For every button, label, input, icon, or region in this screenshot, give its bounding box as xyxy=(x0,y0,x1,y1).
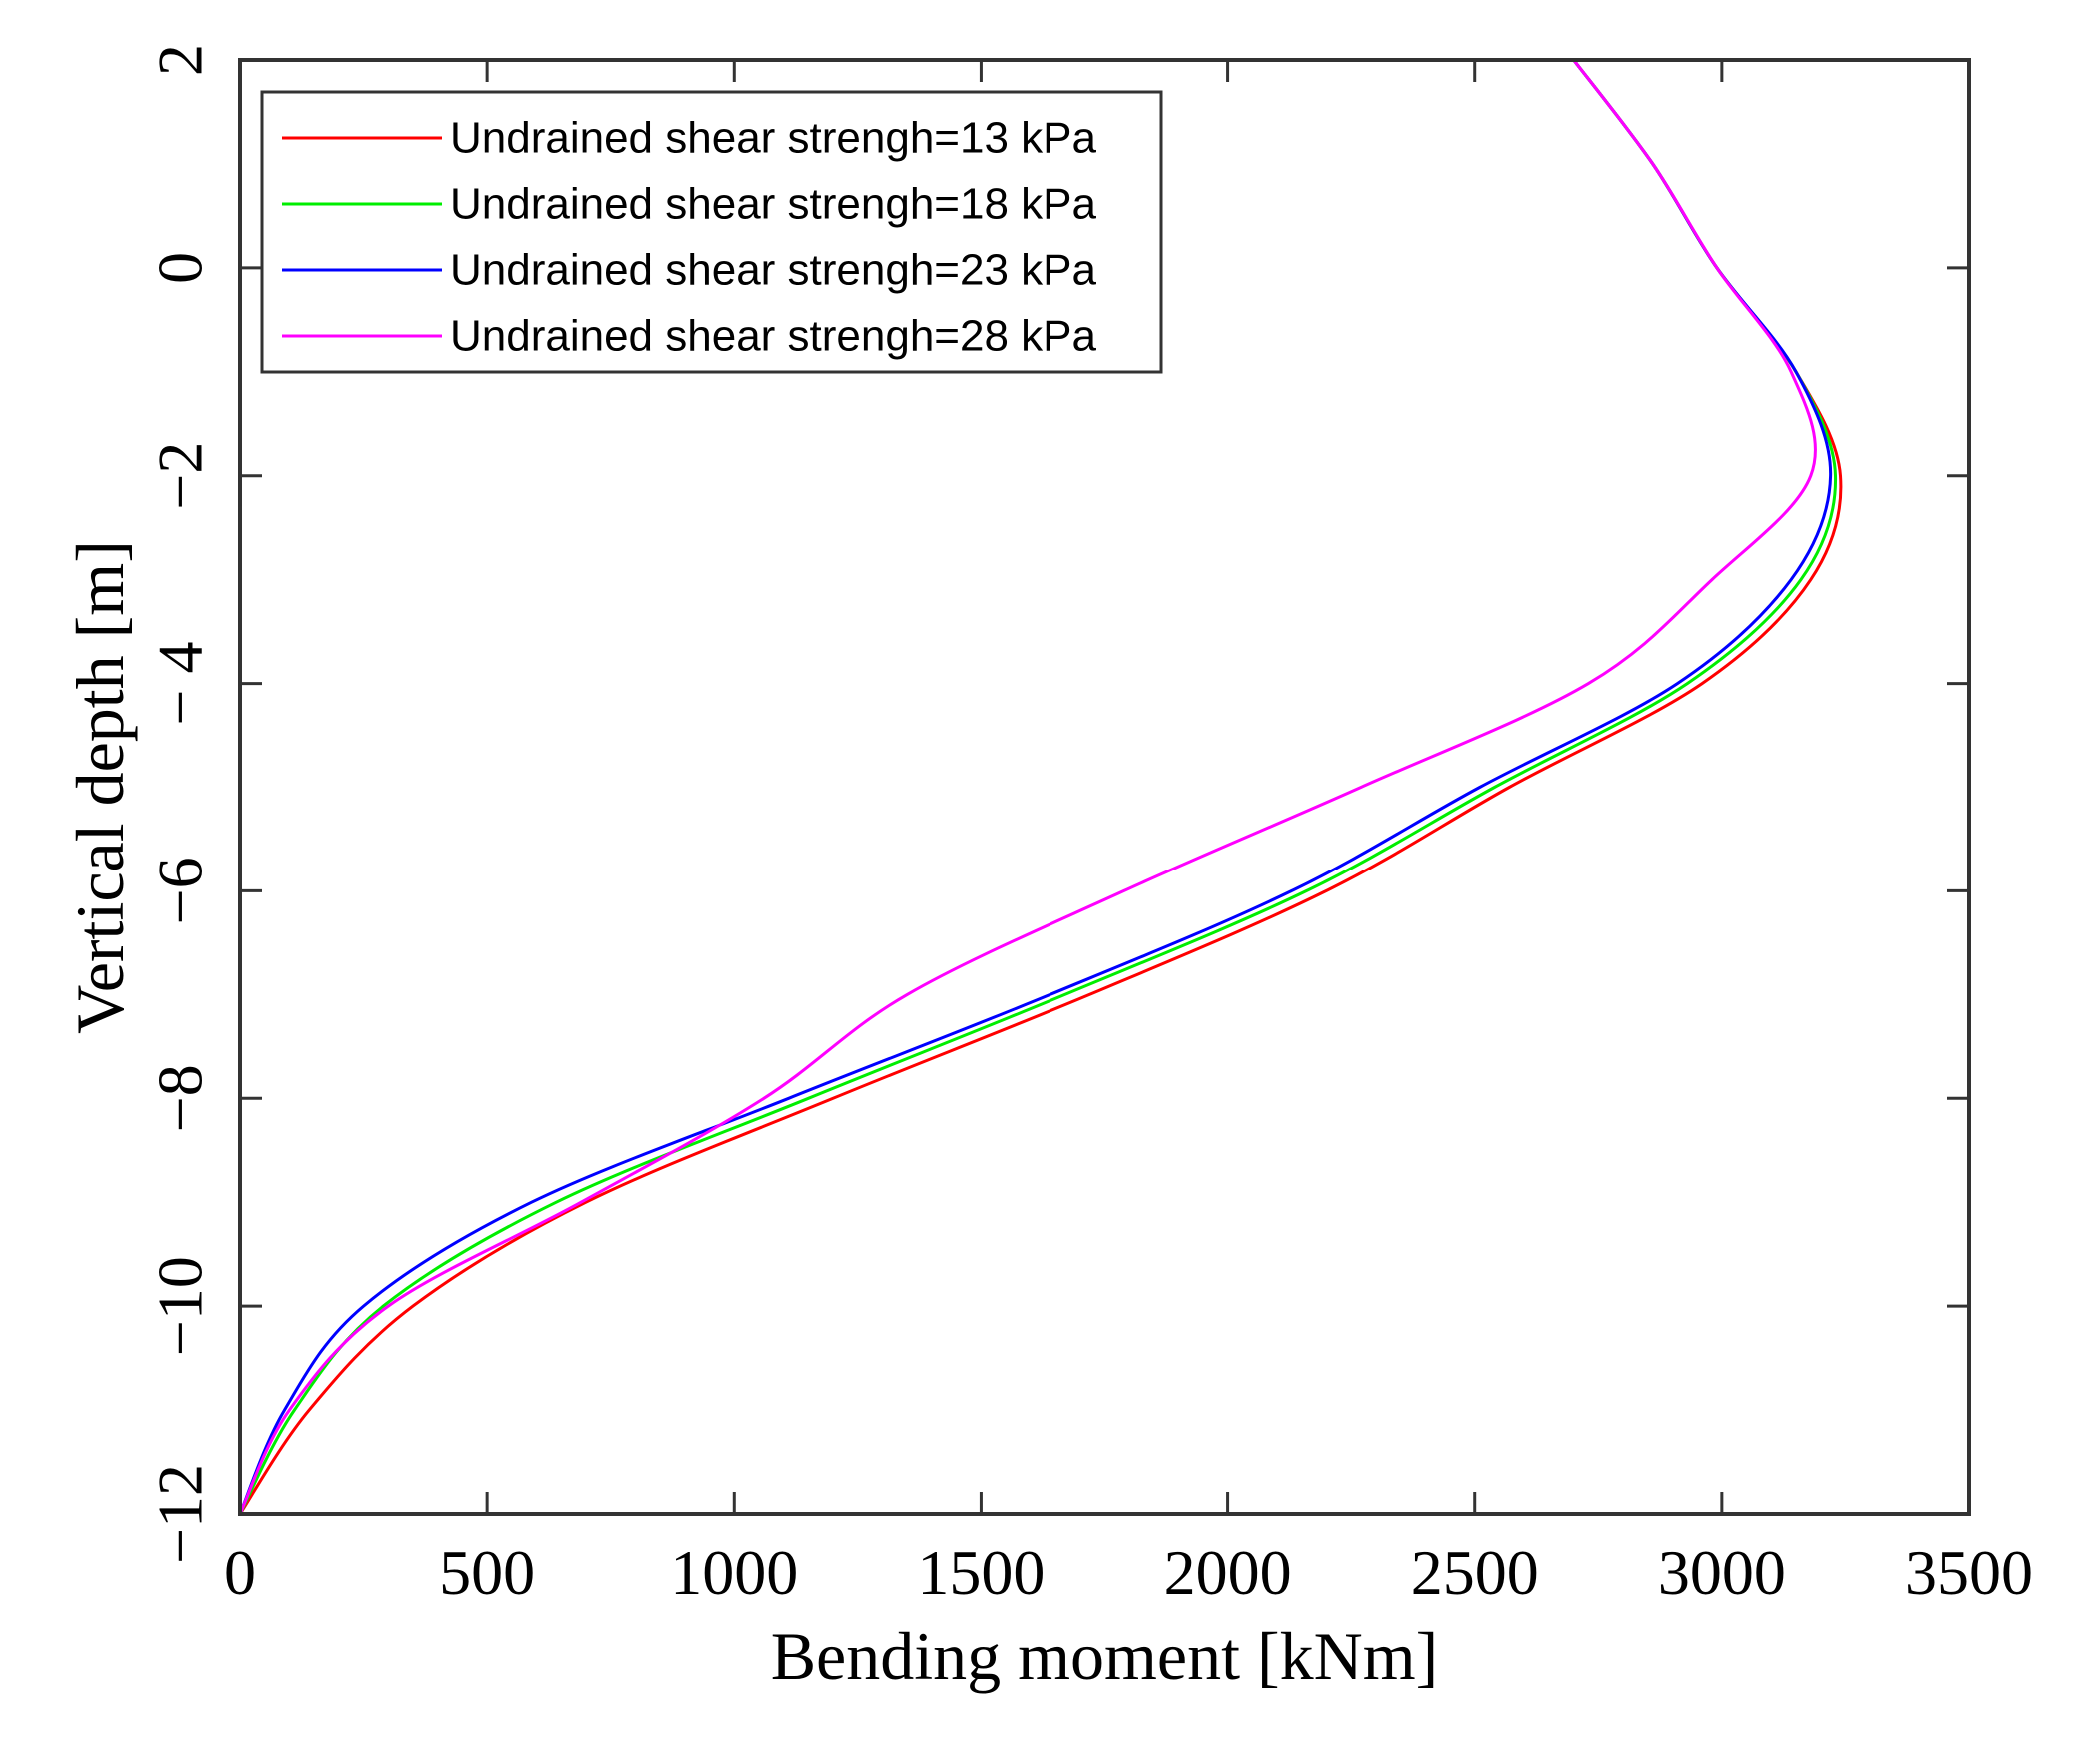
x-tick-label: 1500 xyxy=(917,1537,1045,1608)
y-tick-label: −2 xyxy=(145,442,216,510)
x-tick-label: 2000 xyxy=(1164,1537,1292,1608)
plot-frame xyxy=(238,58,1971,1516)
x-tick-label: 500 xyxy=(439,1537,535,1608)
legend: Undrained shear strengh=13 kPa Undrained … xyxy=(260,90,1163,374)
y-tick-label: 0 xyxy=(145,252,216,284)
y-tick-label: −8 xyxy=(145,1064,216,1132)
legend-label-3: Undrained shear strengh=23 kPa xyxy=(450,246,1097,295)
y-axis-label: Vertical depth [m] xyxy=(62,540,138,1034)
y-tick-label: −12 xyxy=(145,1464,216,1564)
series-line-4 xyxy=(238,59,1817,1515)
legend-label-4: Undrained shear strengh=28 kPa xyxy=(450,312,1097,361)
x-axis-label: Bending moment [kNm] xyxy=(771,1618,1439,1694)
x-tick-label: 0 xyxy=(224,1537,256,1608)
y-tick-label: −6 xyxy=(145,857,216,924)
series-line-3 xyxy=(238,59,1833,1515)
axis-ticks xyxy=(238,58,1971,1516)
x-tick-label: 3500 xyxy=(1905,1537,2033,1608)
x-tick-labels: 0 500 1000 1500 2000 2500 3000 3500 xyxy=(224,1537,2033,1608)
y-tick-label: − 4 xyxy=(145,642,216,726)
x-tick-label: 1000 xyxy=(670,1537,798,1608)
y-tick-labels: 2 0 −2 − 4 −6 −8 −10 −12 xyxy=(145,44,216,1564)
x-tick-label: 3000 xyxy=(1658,1537,1786,1608)
y-tick-label: −10 xyxy=(145,1256,216,1356)
legend-label-2: Undrained shear strengh=18 kPa xyxy=(450,180,1097,229)
series-lines xyxy=(238,59,1843,1515)
y-tick-label: 2 xyxy=(145,44,216,76)
x-tick-label: 2500 xyxy=(1411,1537,1539,1608)
legend-label-1: Undrained shear strengh=13 kPa xyxy=(450,114,1097,163)
